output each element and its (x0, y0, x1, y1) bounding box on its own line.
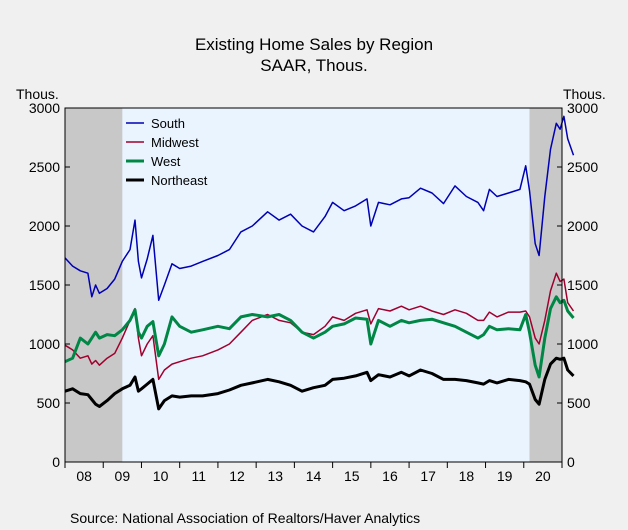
y-tick-right-label: 3000 (567, 100, 598, 116)
x-tick-label: 11 (192, 468, 207, 484)
x-tick-label: 17 (420, 468, 436, 484)
x-tick-label: 16 (382, 468, 398, 484)
y-tick-left-label: 3000 (29, 100, 60, 116)
x-tick-label: 18 (459, 468, 475, 484)
y-tick-right-label: 2000 (567, 218, 598, 234)
y-tick-left-label: 1000 (29, 336, 60, 352)
y-tick-left-label: 0 (52, 454, 60, 470)
y-tick-left-label: 2000 (29, 218, 60, 234)
x-tick-label: 20 (535, 468, 551, 484)
legend-label-west: West (151, 154, 181, 169)
y-tick-right-label: 2500 (567, 159, 598, 175)
source-note: Source: National Association of Realtors… (70, 510, 420, 526)
y-tick-left-label: 2500 (29, 159, 60, 175)
x-tick-label: 15 (344, 468, 360, 484)
legend-label-south: South (151, 116, 185, 131)
x-tick-label: 19 (497, 468, 513, 484)
y-tick-right-label: 1500 (567, 277, 598, 293)
y-tick-right-label: 500 (567, 395, 591, 411)
y-tick-left-label: 1500 (29, 277, 60, 293)
series-line-west (64, 295, 575, 379)
legend-label-northeast: Northeast (151, 173, 208, 188)
y-axis-right-unit: Thous. (563, 86, 606, 102)
x-tick-label: 09 (115, 468, 131, 484)
y-axis-left-unit: Thous. (16, 86, 59, 102)
x-tick-label: 10 (153, 468, 169, 484)
y-tick-left-label: 500 (37, 395, 61, 411)
series-line-northeast (64, 356, 575, 411)
plot-area: 0 0 500 500 1000 1000 1500 1500 2000 2000 2500 2500… (29, 100, 599, 484)
chart-title: Existing Home Sales by Region (195, 35, 433, 54)
y-tick-right-label: 1000 (567, 336, 598, 352)
legend-label-midwest: Midwest (151, 135, 199, 150)
y-tick-right-label: 0 (567, 454, 575, 470)
x-tick-label: 12 (229, 468, 245, 484)
chart-subtitle: SAAR, Thous. (260, 56, 367, 75)
x-tick-label: 13 (267, 468, 283, 484)
plot-background (65, 108, 562, 462)
recession-shade-1 (529, 108, 562, 462)
recession-shade-0 (65, 108, 123, 462)
series-line-south (64, 115, 575, 302)
x-tick-label: 14 (306, 468, 322, 484)
x-tick-label: 08 (76, 468, 92, 484)
